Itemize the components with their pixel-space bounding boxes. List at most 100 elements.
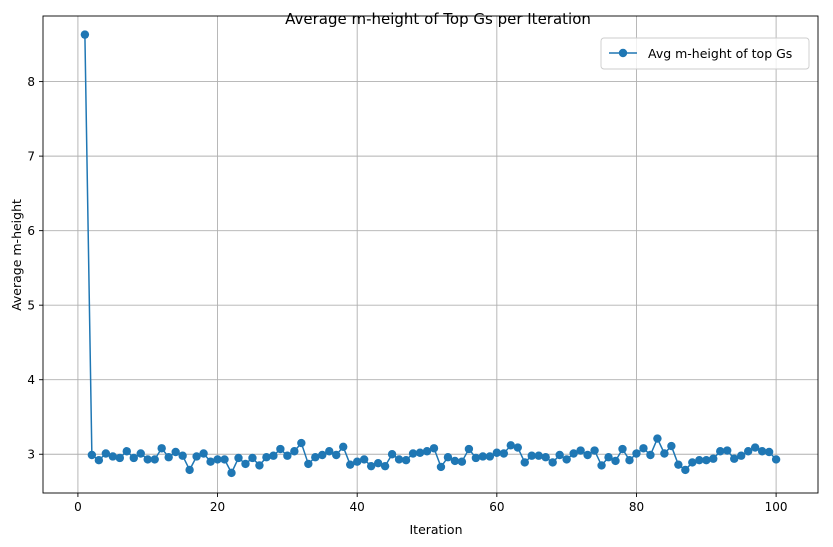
data-point [359,455,369,464]
x-tick-label: 100 [765,500,788,514]
data-point [213,455,222,464]
data-point [457,457,467,466]
data-point [450,456,460,466]
data-point [618,444,627,454]
data-point [702,456,711,465]
x-axis: 0 20 40 60 80 100 [74,493,788,514]
data-point [115,453,125,463]
data-point [604,453,613,462]
y-tick-label: 7 [27,150,35,164]
x-tick-label: 20 [210,500,225,514]
data-point [436,462,446,472]
x-tick-label: 80 [629,500,644,514]
data-point [625,456,634,465]
data-point [520,458,529,467]
data-point [339,442,348,451]
data-point [178,451,187,460]
data-point [290,447,299,456]
data-point [241,459,250,469]
legend-box [600,37,810,70]
data-point [660,449,669,458]
y-tick-label: 4 [27,373,35,387]
data-point [276,444,285,454]
data-point [485,452,495,461]
y-tick-label: 5 [27,299,35,313]
data-point [199,449,208,458]
data-point [227,468,236,478]
data-point [318,450,327,460]
data-point [771,455,781,464]
data-point [387,450,397,459]
data-point [639,444,648,453]
data-point [408,449,418,458]
data-point [597,461,606,470]
data-point [653,434,662,443]
chart-title: Average m-height of Top Gs per Iteration [285,10,591,28]
data-point [80,30,90,39]
data-point [695,456,704,465]
data-point [583,450,592,460]
data-point [646,450,655,460]
data-point [541,453,550,462]
data-point [304,459,313,469]
data-point [534,451,543,460]
data-point [262,453,271,462]
data-point [492,448,502,457]
data-point [122,447,131,456]
data-point [723,446,732,455]
data-point [346,460,355,469]
data-point [415,448,425,457]
data-point [401,456,411,465]
data-point [87,450,97,460]
data-point [716,447,725,456]
data-point [429,444,439,453]
data-point [311,453,320,462]
data-point [352,457,362,466]
data-point [576,446,585,455]
data-point [255,461,264,470]
data-point [101,449,111,458]
data-point [422,447,432,456]
y-tick-label: 3 [27,448,35,462]
data-point [325,447,334,456]
data-point [129,453,138,463]
series-layer [80,30,781,478]
data-point [248,453,257,463]
y-axis: 3 4 5 6 7 8 [27,75,43,462]
data-point [366,461,376,471]
data-point [667,441,676,451]
data-point [108,452,118,461]
data-point [283,451,292,460]
data-point [94,456,104,465]
y-axis-label: Average m-height [9,199,24,311]
data-point [499,449,509,458]
data-point [478,452,488,461]
data-point [681,465,690,475]
data-point [269,451,278,460]
data-point [150,455,159,464]
plot-area-frame [42,15,819,494]
data-point [764,447,774,457]
data-point [171,447,180,457]
data-point [297,438,306,448]
data-point [506,441,515,450]
data-point [674,460,683,469]
data-point [709,454,718,463]
data-point [548,458,557,467]
data-point [688,458,697,467]
data-point [562,455,571,464]
x-tick-label: 0 [74,500,82,514]
data-point [611,456,620,466]
data-point [220,455,229,464]
data-point [590,446,599,455]
legend: Avg m-height of top Gs [600,37,810,70]
data-point [471,453,481,463]
data-point [185,465,194,475]
legend-label: Avg m-height of top Gs [648,46,792,61]
data-point [443,453,453,462]
y-tick-label: 6 [27,224,35,238]
data-point [380,461,390,471]
data-point [157,444,166,453]
